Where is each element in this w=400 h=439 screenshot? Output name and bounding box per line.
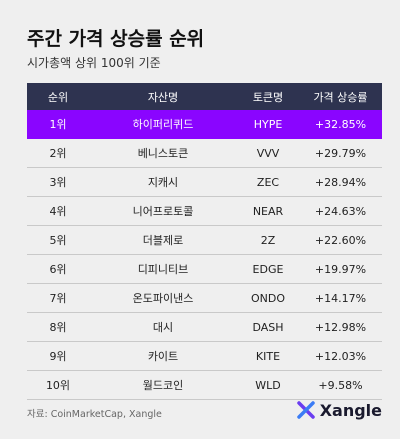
table-row: 9위 카이트 KITE +12.03% (27, 341, 382, 371)
table-cell: HYPE (237, 110, 299, 139)
table-row: 1위 하이퍼리퀴드 HYPE +32.85% (27, 110, 382, 139)
brand-logo: Xangle (296, 400, 382, 420)
table-cell: 3위 (27, 167, 89, 197)
brand-name: Xangle (319, 400, 382, 420)
table-cell: +24.63% (299, 196, 382, 226)
table-cell: ZEC (237, 167, 299, 197)
table-cell: DASH (237, 312, 299, 342)
table-cell: 6위 (27, 254, 89, 284)
table-cell: +12.98% (299, 312, 382, 342)
table-cell: 월드코인 (89, 370, 237, 400)
table-cell: 베니스토큰 (89, 138, 237, 168)
table-cell: +29.79% (299, 138, 382, 168)
table-cell: +19.97% (299, 254, 382, 284)
subtitle: 시가총액 상위 100위 기준 (27, 56, 161, 70)
source: 자료: CoinMarketCap, Xangle (27, 409, 162, 420)
column-header: 토큰명 (237, 83, 299, 110)
table-row: 2위 베니스토큰 VVV +29.79% (27, 138, 382, 168)
logo-icon (296, 401, 315, 419)
table-cell: +32.85% (299, 110, 382, 139)
table-cell: 10위 (27, 370, 89, 400)
table-cell: NEAR (237, 196, 299, 226)
table-cell: 하이퍼리퀴드 (89, 110, 237, 139)
table-row: 10위 월드코인 WLD +9.58% (27, 370, 382, 400)
table-cell: 디피니티브 (89, 254, 237, 284)
table-cell: 니어프로토콜 (89, 196, 237, 226)
table-cell: 1위 (27, 110, 89, 139)
table-cell: 4위 (27, 196, 89, 226)
table-cell: 8위 (27, 312, 89, 342)
table-row: 8위 대시 DASH +12.98% (27, 312, 382, 342)
table-row: 4위 니어프로토콜 NEAR +24.63% (27, 196, 382, 226)
table-cell: ONDO (237, 283, 299, 313)
ranking-table: 순위 자산명 토큰명 가격 상승률 1위 하이퍼리퀴드 HYPE +32.85% 2위 베니스토… (27, 83, 382, 400)
table-cell: +12.03% (299, 341, 382, 371)
table-cell: 대시 (89, 312, 237, 342)
table-cell: 카이트 (89, 341, 237, 371)
table-cell: VVV (237, 138, 299, 168)
column-header: 자산명 (89, 83, 237, 110)
table-cell: +9.58% (299, 370, 382, 400)
table-cell: WLD (237, 370, 299, 400)
table-cell: +22.60% (299, 225, 382, 255)
table-row: 3위 지캐시 ZEC +28.94% (27, 167, 382, 197)
table-cell: 더블제로 (89, 225, 237, 255)
table-cell: 2Z (237, 225, 299, 255)
table-cell: 온도파이낸스 (89, 283, 237, 313)
table-cell: 지캐시 (89, 167, 237, 197)
table-cell: KITE (237, 341, 299, 371)
table-cell: 7위 (27, 283, 89, 313)
table-cell: +14.17% (299, 283, 382, 313)
table-cell: +28.94% (299, 167, 382, 197)
header-row: 순위 자산명 토큰명 가격 상승률 (27, 83, 382, 110)
table-cell: 9위 (27, 341, 89, 371)
table-row: 7위 온도파이낸스 ONDO +14.17% (27, 283, 382, 313)
table-cell: 5위 (27, 225, 89, 255)
table-row: 6위 디피니티브 EDGE +19.97% (27, 254, 382, 284)
column-header: 순위 (27, 83, 89, 110)
title: 주간 가격 상승률 순위 (27, 28, 205, 50)
table-cell: EDGE (237, 254, 299, 284)
table-cell: 2위 (27, 138, 89, 168)
column-header: 가격 상승률 (299, 83, 382, 110)
table-row: 5위 더블제로 2Z +22.60% (27, 225, 382, 255)
